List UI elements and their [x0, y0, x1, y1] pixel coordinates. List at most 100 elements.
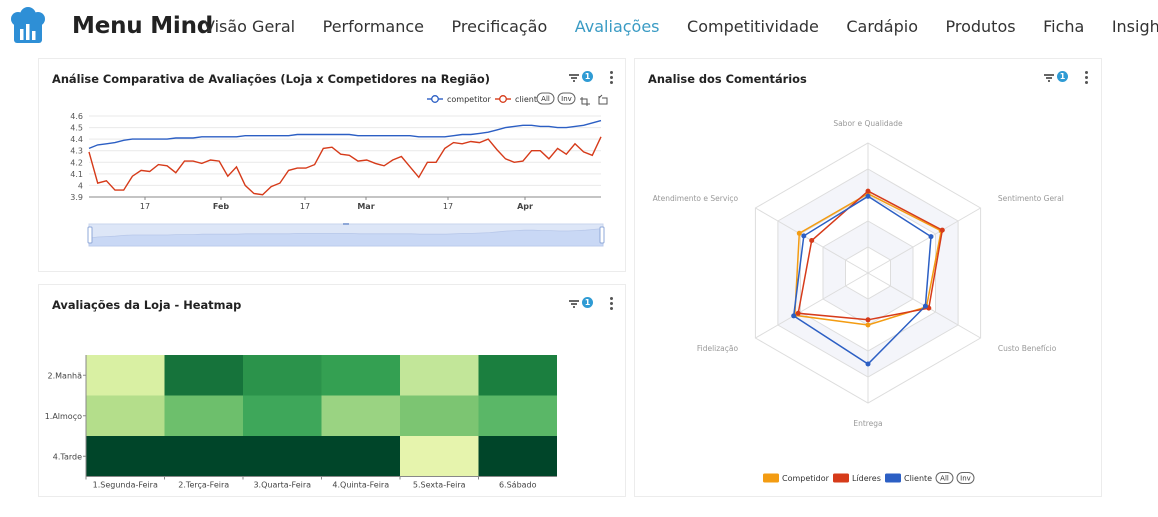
y-tick-label: 4.1 [70, 170, 83, 179]
zoom-reset-icon[interactable] [598, 94, 608, 105]
heatmap-cell[interactable] [86, 395, 165, 437]
nav-item-3[interactable]: Avaliações [574, 17, 660, 36]
y-tick-label: 4.5 [70, 124, 83, 133]
legend-all-button[interactable]: All [935, 472, 954, 484]
y-category-label: 1.Almoço [45, 412, 82, 421]
nav-item-6[interactable]: Produtos [945, 17, 1016, 36]
radar-point [795, 310, 801, 316]
nav-item-1[interactable]: Performance [322, 17, 425, 36]
x-tick-label: Feb [213, 202, 230, 211]
x-category-label: 2.Terça-Feira [178, 481, 229, 490]
radar-point [939, 227, 945, 233]
nav-item-2[interactable]: Precificação [451, 17, 548, 36]
pill-border [935, 472, 954, 484]
filter-count-badge: 1 [1057, 71, 1068, 82]
y-tick-label: 3.9 [70, 193, 83, 202]
y-category-label: 4.Tarde [53, 452, 82, 461]
legend-label: client [515, 95, 537, 104]
legend-all-button[interactable]: All [536, 92, 555, 105]
heatmap-cell[interactable] [164, 355, 244, 396]
heatmap-cell[interactable] [400, 395, 479, 437]
heatmap-panel: Avaliações da Loja - Heatmap 1 2.Manhã 1.… [38, 284, 626, 497]
more-options-icon[interactable] [607, 71, 615, 85]
radar-point [928, 234, 934, 240]
radar-point [801, 233, 807, 239]
radar-axis-label: Sabor e Qualidade [833, 119, 903, 128]
heatmap-cell[interactable] [243, 355, 322, 396]
nav-item-8[interactable]: Insights [1111, 17, 1158, 36]
slider-handle-right[interactable] [599, 226, 605, 244]
nav-item-7[interactable]: Ficha [1043, 17, 1085, 36]
heatmap-cell[interactable] [86, 355, 165, 396]
filter-count-badge: 1 [582, 297, 593, 308]
legend-item-Competidor[interactable]: Competidor [763, 473, 830, 484]
heatmap-cell[interactable] [321, 436, 401, 477]
y-tick-label: 4.3 [70, 147, 83, 156]
chef-hat-chart-icon [11, 7, 45, 43]
radar-spoke [755, 272, 869, 339]
legend-item-Cliente[interactable]: Cliente [885, 473, 932, 484]
radar-point [865, 317, 871, 323]
radar-panel: Analise dos Comentários 1 Sabor e Qualid… [634, 58, 1102, 497]
legend-inv-button[interactable]: Inv [557, 92, 576, 105]
filter-icon[interactable] [567, 297, 581, 311]
heatmap-cell[interactable] [243, 395, 322, 437]
x-tick-label: Mar [357, 202, 374, 211]
x-tick-label: Apr [517, 202, 533, 211]
legend-item-client[interactable]: client [495, 95, 537, 104]
heatmap-cell[interactable] [321, 395, 401, 437]
heatmap-cell[interactable] [86, 436, 165, 477]
comparison-panel: Análise Comparativa de Avaliações (Loja … [38, 58, 626, 272]
heatmap-cell[interactable] [164, 395, 244, 437]
radar-chart: Sabor e Qualidade Sentimento Geral Custo B… [653, 119, 1064, 484]
legend-inv-button[interactable]: Inv [956, 472, 975, 484]
more-options-icon[interactable] [1082, 71, 1090, 85]
heatmap-cell[interactable] [321, 355, 401, 396]
brand-name: Menu Mind [72, 13, 214, 39]
filter-icon[interactable] [567, 71, 581, 85]
y-tick-label: 4 [78, 181, 83, 190]
zoom-select-shape [580, 97, 590, 106]
pill-label: All [541, 95, 550, 103]
heatmap-cell[interactable] [164, 436, 244, 477]
slider-preview [88, 228, 604, 247]
legend-swatch [885, 473, 901, 483]
legend-item-competitor[interactable]: competitor [427, 95, 491, 104]
radar-point [865, 188, 871, 194]
pill-label: Inv [561, 95, 572, 103]
slider-handle-left[interactable] [87, 226, 93, 244]
legend-swatch [763, 473, 779, 483]
x-tick-label: 17 [300, 202, 310, 211]
y-tick-label: 4.2 [70, 158, 83, 167]
heatmap-cell[interactable] [400, 436, 479, 477]
heatmap-chart: 2.Manhã 1.Almoço 4.Tarde 1.Segunda-Feira 2.T… [45, 355, 558, 490]
line-chart: 4.6 4.5 4.4 4.3 4.2 4.1 4 3.9 17 Feb 17 Mar 17 Apr com… [70, 92, 608, 247]
heatmap-cell[interactable] [478, 355, 558, 396]
slider-grip[interactable] [343, 223, 349, 225]
x-category-label: 1.Segunda-Feira [93, 481, 158, 490]
zoom-select-icon[interactable] [580, 97, 590, 106]
legend-item-Líderes[interactable]: Líderes [833, 473, 881, 484]
nav-item-0[interactable]: Visão Geral [204, 17, 296, 36]
x-category-label: 6.Sábado [499, 481, 537, 490]
x-tick-label: 17 [443, 202, 453, 211]
heatmap-cell[interactable] [243, 436, 322, 477]
filter-icon[interactable] [1042, 71, 1056, 85]
legend-marker [431, 95, 439, 103]
heatmap-cell[interactable] [478, 395, 558, 437]
radar-point [922, 303, 928, 309]
main-nav: Visão Geral Performance Precificação Avalia… [204, 17, 1158, 36]
x-category-label: 4.Quinta-Feira [332, 481, 389, 490]
heatmap-cell[interactable] [478, 436, 558, 477]
nav-item-4[interactable]: Competitividade [687, 17, 819, 36]
data-zoom-slider[interactable] [87, 223, 605, 247]
nav-item-5[interactable]: Cardápio [846, 17, 918, 36]
pill-border [557, 92, 576, 105]
zoom-reset-shape [598, 94, 608, 105]
radar-axis-label: Custo Benefício [998, 344, 1057, 353]
pill-label: Inv [960, 475, 971, 483]
more-options-icon[interactable] [607, 297, 615, 311]
legend-label: Competidor [782, 474, 830, 483]
radar-point [865, 193, 871, 199]
heatmap-cell[interactable] [400, 355, 479, 396]
